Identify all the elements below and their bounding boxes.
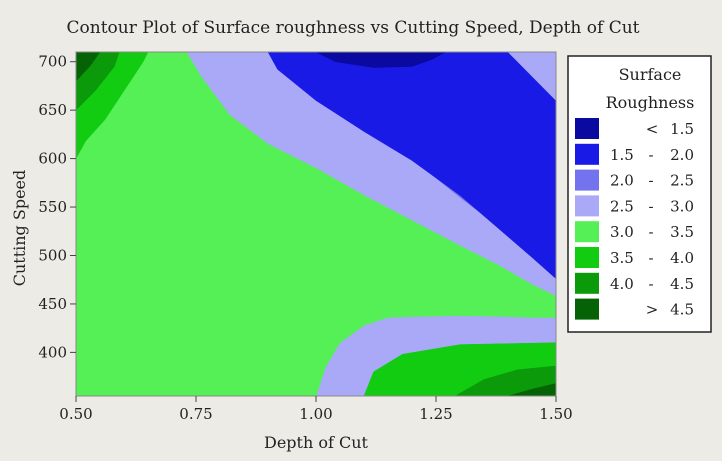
legend-high-3: 3.0 — [670, 197, 694, 215]
legend-high-5: 4.0 — [670, 249, 694, 267]
y-tick-label-5: 650 — [38, 101, 67, 119]
legend-low-6: 4.0 — [610, 275, 634, 293]
legend-sep-6: - — [648, 275, 653, 293]
chart-title: Contour Plot of Surface roughness vs Cut… — [67, 18, 640, 38]
contour-region-11 — [315, 52, 446, 68]
y-axis-label: Cutting Speed — [10, 170, 29, 287]
contour-region-6 — [454, 365, 556, 396]
legend-swatch-4 — [575, 221, 599, 243]
legend-low-1: 1.5 — [610, 146, 634, 164]
legend-high-0: 1.5 — [670, 120, 694, 138]
contour-region-7 — [76, 52, 101, 82]
legend-low-5: 3.5 — [610, 249, 634, 267]
legend-title-line-2: Roughness — [606, 93, 695, 112]
legend-sep-1: - — [648, 146, 653, 164]
legend-sep-3: - — [648, 197, 653, 215]
legend-swatch-7 — [575, 298, 599, 320]
legend-low-0: < — [646, 120, 659, 138]
x-tick-label-2: 1.00 — [299, 405, 332, 423]
legend-high-6: 4.5 — [670, 275, 694, 293]
legend-title-line-1: Surface — [619, 65, 682, 84]
y-tick-label-4: 600 — [38, 150, 67, 168]
y-tick-label-2: 500 — [38, 246, 67, 264]
legend: Surface Roughness <1.51.5-2.02.0-2.52.5-… — [567, 55, 712, 333]
legend-sep-4: - — [648, 223, 653, 241]
legend-swatch-5 — [575, 247, 599, 268]
legend-high-7: 4.5 — [670, 301, 694, 319]
x-tick-label-4: 1.50 — [539, 405, 572, 423]
legend-swatch-2 — [575, 169, 599, 191]
contour-region-2 — [76, 52, 556, 396]
y-axis: 400 450 500 550 600 650 700 — [38, 53, 76, 361]
x-axis: 0.50 0.75 1.00 1.25 1.50 — [59, 396, 573, 423]
x-tick-label-3: 1.25 — [419, 405, 452, 423]
legend-low-4: 3.0 — [610, 223, 634, 241]
legend-high-1: 2.0 — [670, 146, 694, 164]
legend-high-2: 2.5 — [670, 172, 694, 190]
legend-swatch-0 — [575, 118, 599, 139]
contour-regions — [76, 52, 556, 396]
legend-low-3: 2.5 — [610, 197, 634, 215]
x-tick-label-0: 0.50 — [59, 405, 92, 423]
legend-low-2: 2.0 — [610, 172, 634, 190]
legend-swatch-3 — [575, 195, 599, 217]
x-tick-label-1: 0.75 — [179, 405, 212, 423]
legend-sep-5: - — [648, 249, 653, 267]
legend-high-4: 3.5 — [670, 223, 694, 241]
legend-swatch-1 — [575, 143, 599, 165]
y-tick-label-3: 550 — [38, 198, 67, 216]
y-tick-label-6: 700 — [38, 53, 67, 71]
x-axis-label: Depth of Cut — [264, 433, 369, 452]
legend-low-7: > — [646, 301, 659, 319]
legend-swatch-6 — [575, 272, 599, 294]
y-tick-label-0: 400 — [38, 343, 67, 361]
contour-region-12 — [507, 52, 556, 101]
y-tick-label-1: 450 — [38, 295, 67, 313]
contour-region-8 — [507, 383, 556, 396]
legend-sep-2: - — [648, 172, 653, 190]
